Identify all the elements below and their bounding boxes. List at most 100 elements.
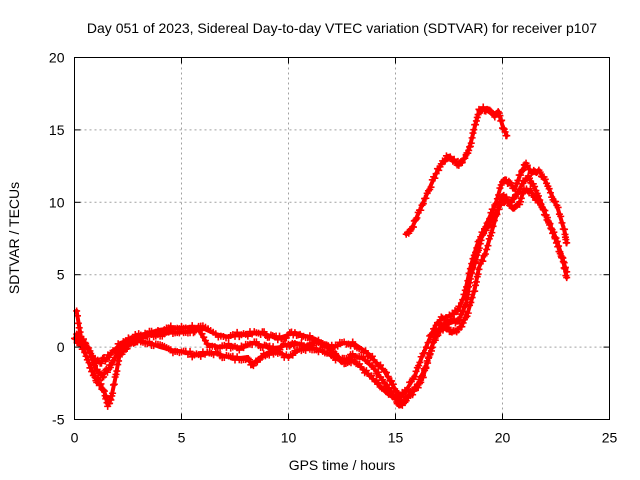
series-band	[74, 162, 569, 400]
data-point	[384, 373, 392, 381]
data-point	[235, 346, 243, 354]
series-upper-track	[73, 159, 571, 400]
data-point	[368, 352, 376, 360]
data-point	[496, 112, 504, 120]
data-point	[431, 336, 439, 344]
data-point	[419, 200, 427, 208]
data-point	[488, 229, 496, 237]
data-point	[415, 362, 423, 370]
data-point	[516, 171, 524, 179]
data-point	[554, 243, 562, 251]
data-point	[409, 223, 417, 231]
data-point	[486, 215, 494, 223]
data-point	[526, 185, 534, 193]
data-point	[97, 380, 105, 388]
data-point	[474, 238, 482, 246]
data-point	[468, 134, 476, 142]
data-point	[467, 139, 475, 147]
data-point	[534, 192, 542, 200]
data-point	[422, 194, 430, 202]
data-point	[383, 369, 391, 377]
data-point	[458, 307, 466, 315]
x-tick-label: 10	[281, 430, 297, 446]
data-point	[465, 269, 473, 277]
data-point	[424, 187, 432, 195]
data-point	[472, 121, 480, 129]
data-point	[484, 242, 492, 250]
data-point	[479, 103, 487, 111]
data-point	[96, 381, 104, 389]
data-point	[372, 359, 380, 367]
data-point	[556, 250, 564, 258]
data-point	[427, 347, 435, 355]
data-point	[464, 277, 472, 285]
data-point	[481, 250, 489, 258]
data-point	[88, 367, 96, 375]
data-point	[541, 207, 549, 215]
y-tick-label: 0	[57, 339, 65, 355]
data-point	[492, 199, 500, 207]
data-point	[86, 347, 94, 355]
x-tick-label: 20	[495, 430, 511, 446]
data-point	[338, 354, 346, 362]
data-point	[541, 175, 549, 183]
data-point	[502, 193, 510, 201]
data-point	[478, 256, 486, 264]
data-point	[516, 198, 524, 206]
data-point	[114, 361, 122, 369]
data-point	[511, 186, 519, 194]
data-point	[468, 260, 476, 268]
data-point	[472, 248, 480, 256]
data-point	[468, 294, 476, 302]
axis-ticks: 0 5 10 15 20 25 -5 0 5 10 15 20	[49, 50, 618, 446]
data-point	[493, 210, 501, 218]
data-point	[349, 338, 357, 346]
series-late-high-track	[402, 103, 511, 238]
data-point	[472, 281, 480, 289]
y-tick-label: 20	[49, 50, 65, 66]
data-point	[563, 239, 571, 247]
x-axis-label: GPS time / hours	[289, 457, 396, 473]
data-point	[560, 259, 568, 267]
x-tick-label: 5	[178, 430, 186, 446]
data-point	[109, 389, 117, 397]
data-point	[507, 198, 515, 206]
data-point	[483, 245, 491, 253]
grid	[74, 57, 610, 420]
data-point	[470, 126, 478, 134]
data-point	[133, 333, 141, 341]
data-point	[98, 374, 106, 382]
data-point	[473, 244, 481, 252]
data-point	[459, 319, 467, 327]
data-point	[545, 185, 553, 193]
data-point	[112, 346, 120, 354]
data-point	[479, 257, 487, 265]
data-point	[421, 349, 429, 357]
x-tick-label: 0	[71, 430, 79, 446]
data-point	[427, 183, 435, 191]
data-point	[536, 168, 544, 176]
data-point	[465, 146, 473, 154]
data-point	[424, 359, 432, 367]
data-point	[112, 354, 120, 362]
data-point	[458, 159, 466, 167]
data-point	[464, 309, 472, 317]
data-point	[510, 184, 518, 192]
y-tick-label: 5	[57, 267, 65, 283]
data-point	[91, 361, 99, 369]
data-point	[428, 330, 436, 338]
data-point	[374, 379, 382, 387]
data-point	[490, 217, 498, 225]
data-point	[458, 323, 466, 331]
data-point	[475, 265, 483, 273]
data-point	[471, 287, 479, 295]
data-point	[405, 391, 413, 399]
data-point	[461, 286, 469, 294]
data-point	[466, 142, 474, 150]
data-point	[517, 194, 525, 202]
data-point	[436, 319, 444, 327]
data-point	[244, 354, 252, 362]
data-point	[417, 206, 425, 214]
data-point	[472, 278, 480, 286]
